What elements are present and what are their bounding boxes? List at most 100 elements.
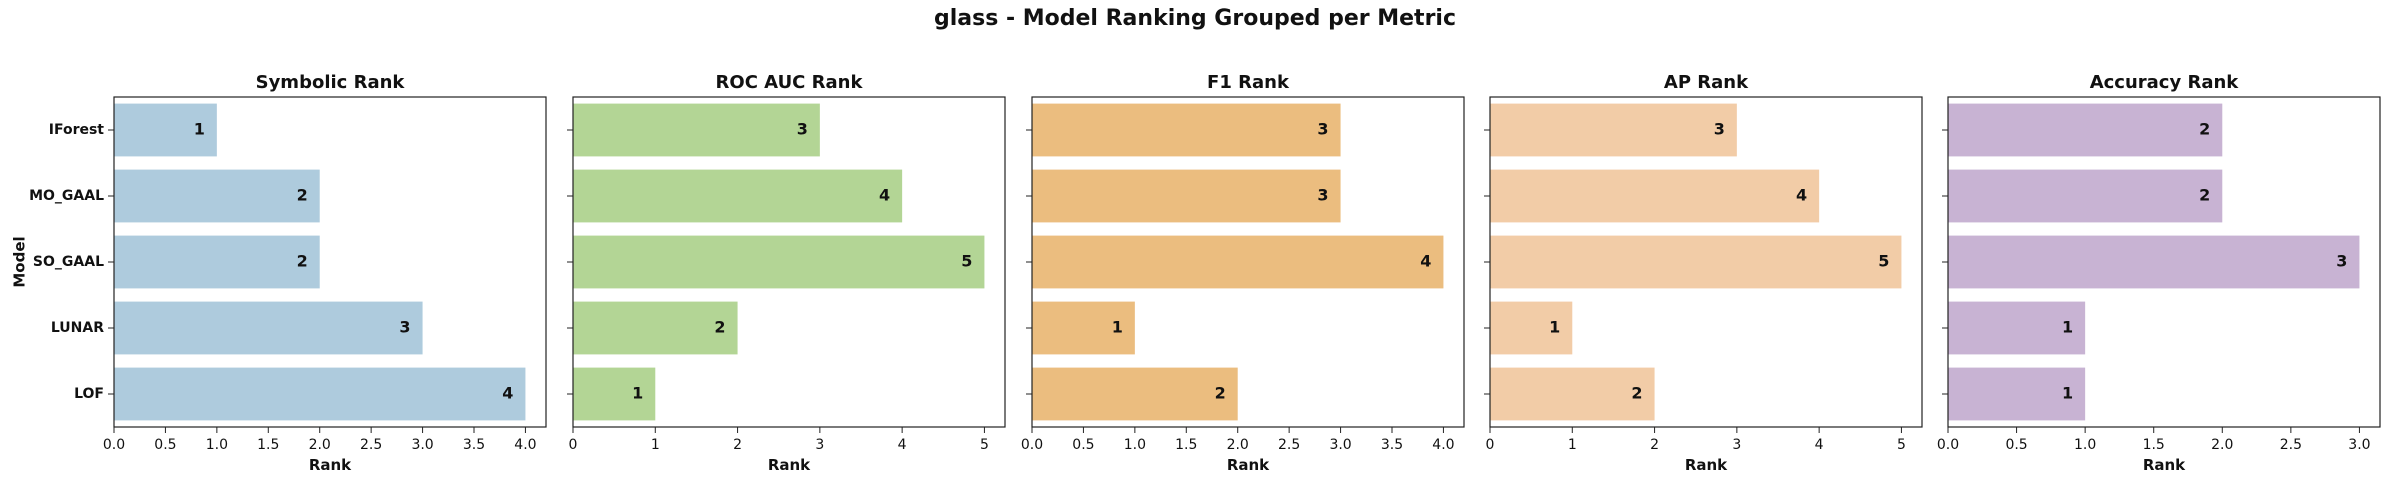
bar: [573, 235, 985, 289]
bar: [1490, 367, 1655, 421]
x-tick-label: 2.5: [1278, 437, 1300, 453]
x-tick-label: 2: [733, 437, 742, 453]
bar-value-label: 3: [399, 318, 410, 337]
x-tick-label: 0: [569, 437, 578, 453]
x-tick-label: 1.0: [206, 437, 228, 453]
category-label: SO_GAAL: [33, 254, 104, 270]
panel-title: ROC AUC Rank: [716, 72, 864, 93]
bar: [573, 301, 738, 355]
bar-value-label: 1: [194, 120, 205, 139]
bar-value-label: 2: [714, 318, 725, 337]
x-axis-label: Rank: [2143, 456, 2186, 474]
bar: [114, 103, 217, 157]
x-tick-label: 1: [1568, 437, 1577, 453]
panel-title: F1 Rank: [1207, 72, 1290, 93]
bar: [1032, 169, 1341, 223]
bar-value-label: 2: [2199, 186, 2210, 205]
bar-value-label: 1: [1549, 318, 1560, 337]
bar: [573, 367, 656, 421]
x-tick-label: 0: [1486, 437, 1495, 453]
bar-value-label: 2: [297, 252, 308, 271]
bar: [114, 235, 320, 289]
category-label: LOF: [74, 386, 104, 402]
bar-value-label: 3: [1714, 120, 1725, 139]
x-tick-label: 1.0: [1124, 437, 1146, 453]
bar-value-label: 2: [1215, 384, 1226, 403]
bar-value-label: 4: [1420, 252, 1431, 271]
x-tick-label: 1.0: [2074, 437, 2096, 453]
x-axis-label: Rank: [768, 456, 811, 474]
x-tick-label: 4: [1815, 437, 1824, 453]
bar: [1032, 367, 1238, 421]
x-tick-label: 0.0: [1937, 437, 1959, 453]
x-tick-label: 3: [1732, 437, 1741, 453]
bar: [1490, 301, 1573, 355]
x-tick-label: 2.5: [360, 437, 382, 453]
plot-frame: [113, 96, 547, 428]
x-tick-label: 3.5: [1381, 437, 1403, 453]
x-tick-label: 2.0: [309, 437, 331, 453]
x-axis-label: Rank: [1685, 456, 1728, 474]
y-axis-label: Model: [11, 236, 29, 287]
bar-value-label: 4: [1796, 186, 1807, 205]
x-tick-label: 3.0: [1329, 437, 1351, 453]
x-tick-label: 0.0: [103, 437, 125, 453]
x-tick-label: 3.0: [411, 437, 433, 453]
category-label: LUNAR: [51, 320, 104, 336]
panel-title: Symbolic Rank: [256, 72, 406, 93]
bar: [573, 103, 820, 157]
figure-title: glass - Model Ranking Grouped per Metric: [933, 6, 1457, 31]
bar-value-label: 4: [879, 186, 890, 205]
bar-value-label: 2: [2199, 120, 2210, 139]
bar: [1948, 301, 2086, 355]
bar: [114, 367, 526, 421]
plot-frame: [1489, 96, 1923, 428]
x-tick-label: 0.5: [1072, 437, 1094, 453]
bar-value-label: 5: [1878, 252, 1889, 271]
plot-frame: [572, 96, 1006, 428]
x-tick-label: 1: [651, 437, 660, 453]
bar: [114, 301, 423, 355]
x-tick-label: 3.5: [463, 437, 485, 453]
x-tick-label: 2: [1650, 437, 1659, 453]
x-tick-label: 2.0: [1227, 437, 1249, 453]
bar: [1032, 103, 1341, 157]
x-tick-label: 1.5: [1175, 437, 1197, 453]
category-label: MO_GAAL: [29, 188, 104, 204]
plot-frame: [1947, 96, 2381, 428]
bar: [1032, 301, 1135, 355]
bar: [1948, 235, 2360, 289]
bar: [1490, 169, 1820, 223]
plot-frame: [1031, 96, 1465, 428]
x-tick-label: 5: [1897, 437, 1906, 453]
x-tick-label: 3.0: [2348, 437, 2370, 453]
panel-title: AP Rank: [1664, 72, 1749, 93]
x-tick-label: 0.0: [1021, 437, 1043, 453]
bar-value-label: 2: [1631, 384, 1642, 403]
x-tick-label: 4.0: [514, 437, 536, 453]
category-label: IForest: [49, 122, 105, 138]
bar-value-label: 1: [632, 384, 643, 403]
bar: [1490, 235, 1902, 289]
bar: [1032, 235, 1444, 289]
x-tick-label: 4: [898, 437, 907, 453]
bar: [1948, 169, 2223, 223]
bar-value-label: 3: [1317, 186, 1328, 205]
bar-value-label: 1: [2062, 384, 2073, 403]
bar: [1490, 103, 1737, 157]
bar-value-label: 5: [961, 252, 972, 271]
x-tick-label: 2.5: [2280, 437, 2302, 453]
x-tick-label: 0.5: [2005, 437, 2027, 453]
bar: [1948, 367, 2086, 421]
bar: [1948, 103, 2223, 157]
x-tick-label: 1.5: [2143, 437, 2165, 453]
bar: [114, 169, 320, 223]
bar-value-label: 4: [502, 384, 513, 403]
x-tick-label: 3: [815, 437, 824, 453]
bar-value-label: 2: [297, 186, 308, 205]
bar-value-label: 3: [1317, 120, 1328, 139]
x-tick-label: 1.5: [257, 437, 279, 453]
bar-value-label: 1: [2062, 318, 2073, 337]
